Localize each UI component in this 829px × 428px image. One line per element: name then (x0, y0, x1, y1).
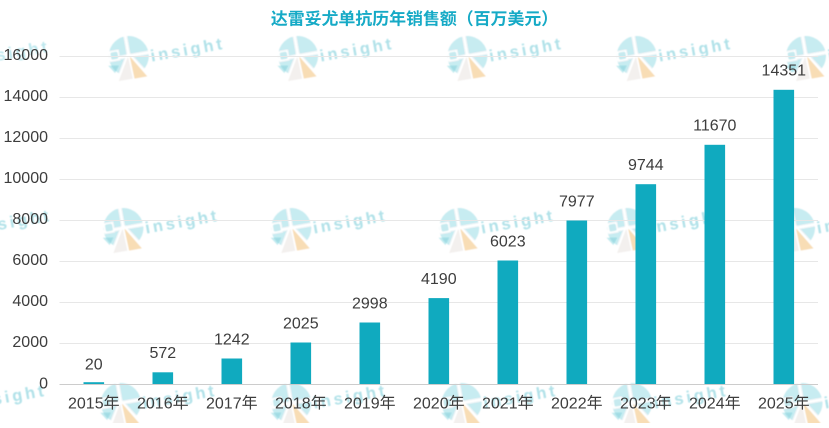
svg-text:2021: 2021 (482, 395, 518, 412)
svg-text:6023: 6023 (490, 233, 526, 250)
svg-text:11670: 11670 (693, 118, 736, 135)
svg-text:2025: 2025 (283, 315, 319, 332)
svg-text:572: 572 (149, 345, 176, 362)
svg-text:20: 20 (85, 356, 103, 373)
svg-text:2024: 2024 (689, 395, 725, 412)
svg-text:16000: 16000 (4, 47, 49, 64)
svg-text:1242: 1242 (214, 331, 250, 348)
svg-text:14351: 14351 (762, 63, 807, 80)
svg-text:0: 0 (39, 376, 48, 393)
svg-text:4000: 4000 (12, 293, 48, 310)
svg-text:6000: 6000 (12, 252, 48, 269)
svg-text:2017: 2017 (206, 395, 242, 412)
svg-text:2016: 2016 (137, 395, 173, 412)
svg-text:9744: 9744 (628, 157, 664, 174)
svg-text:8000: 8000 (12, 211, 48, 228)
svg-text:14000: 14000 (4, 88, 49, 105)
svg-text:7977: 7977 (559, 193, 595, 210)
svg-text:2020: 2020 (413, 395, 449, 412)
svg-text:4190: 4190 (421, 271, 457, 288)
svg-text:2018: 2018 (275, 395, 311, 412)
svg-text:2015: 2015 (68, 395, 104, 412)
svg-text:2019: 2019 (344, 395, 380, 412)
svg-text:12000: 12000 (4, 129, 49, 146)
svg-text:2023: 2023 (620, 395, 656, 412)
svg-text:10000: 10000 (4, 170, 49, 187)
svg-text:2022: 2022 (551, 395, 587, 412)
svg-text:2025: 2025 (758, 395, 794, 412)
svg-text:2998: 2998 (352, 295, 388, 312)
svg-text:2000: 2000 (12, 334, 48, 351)
